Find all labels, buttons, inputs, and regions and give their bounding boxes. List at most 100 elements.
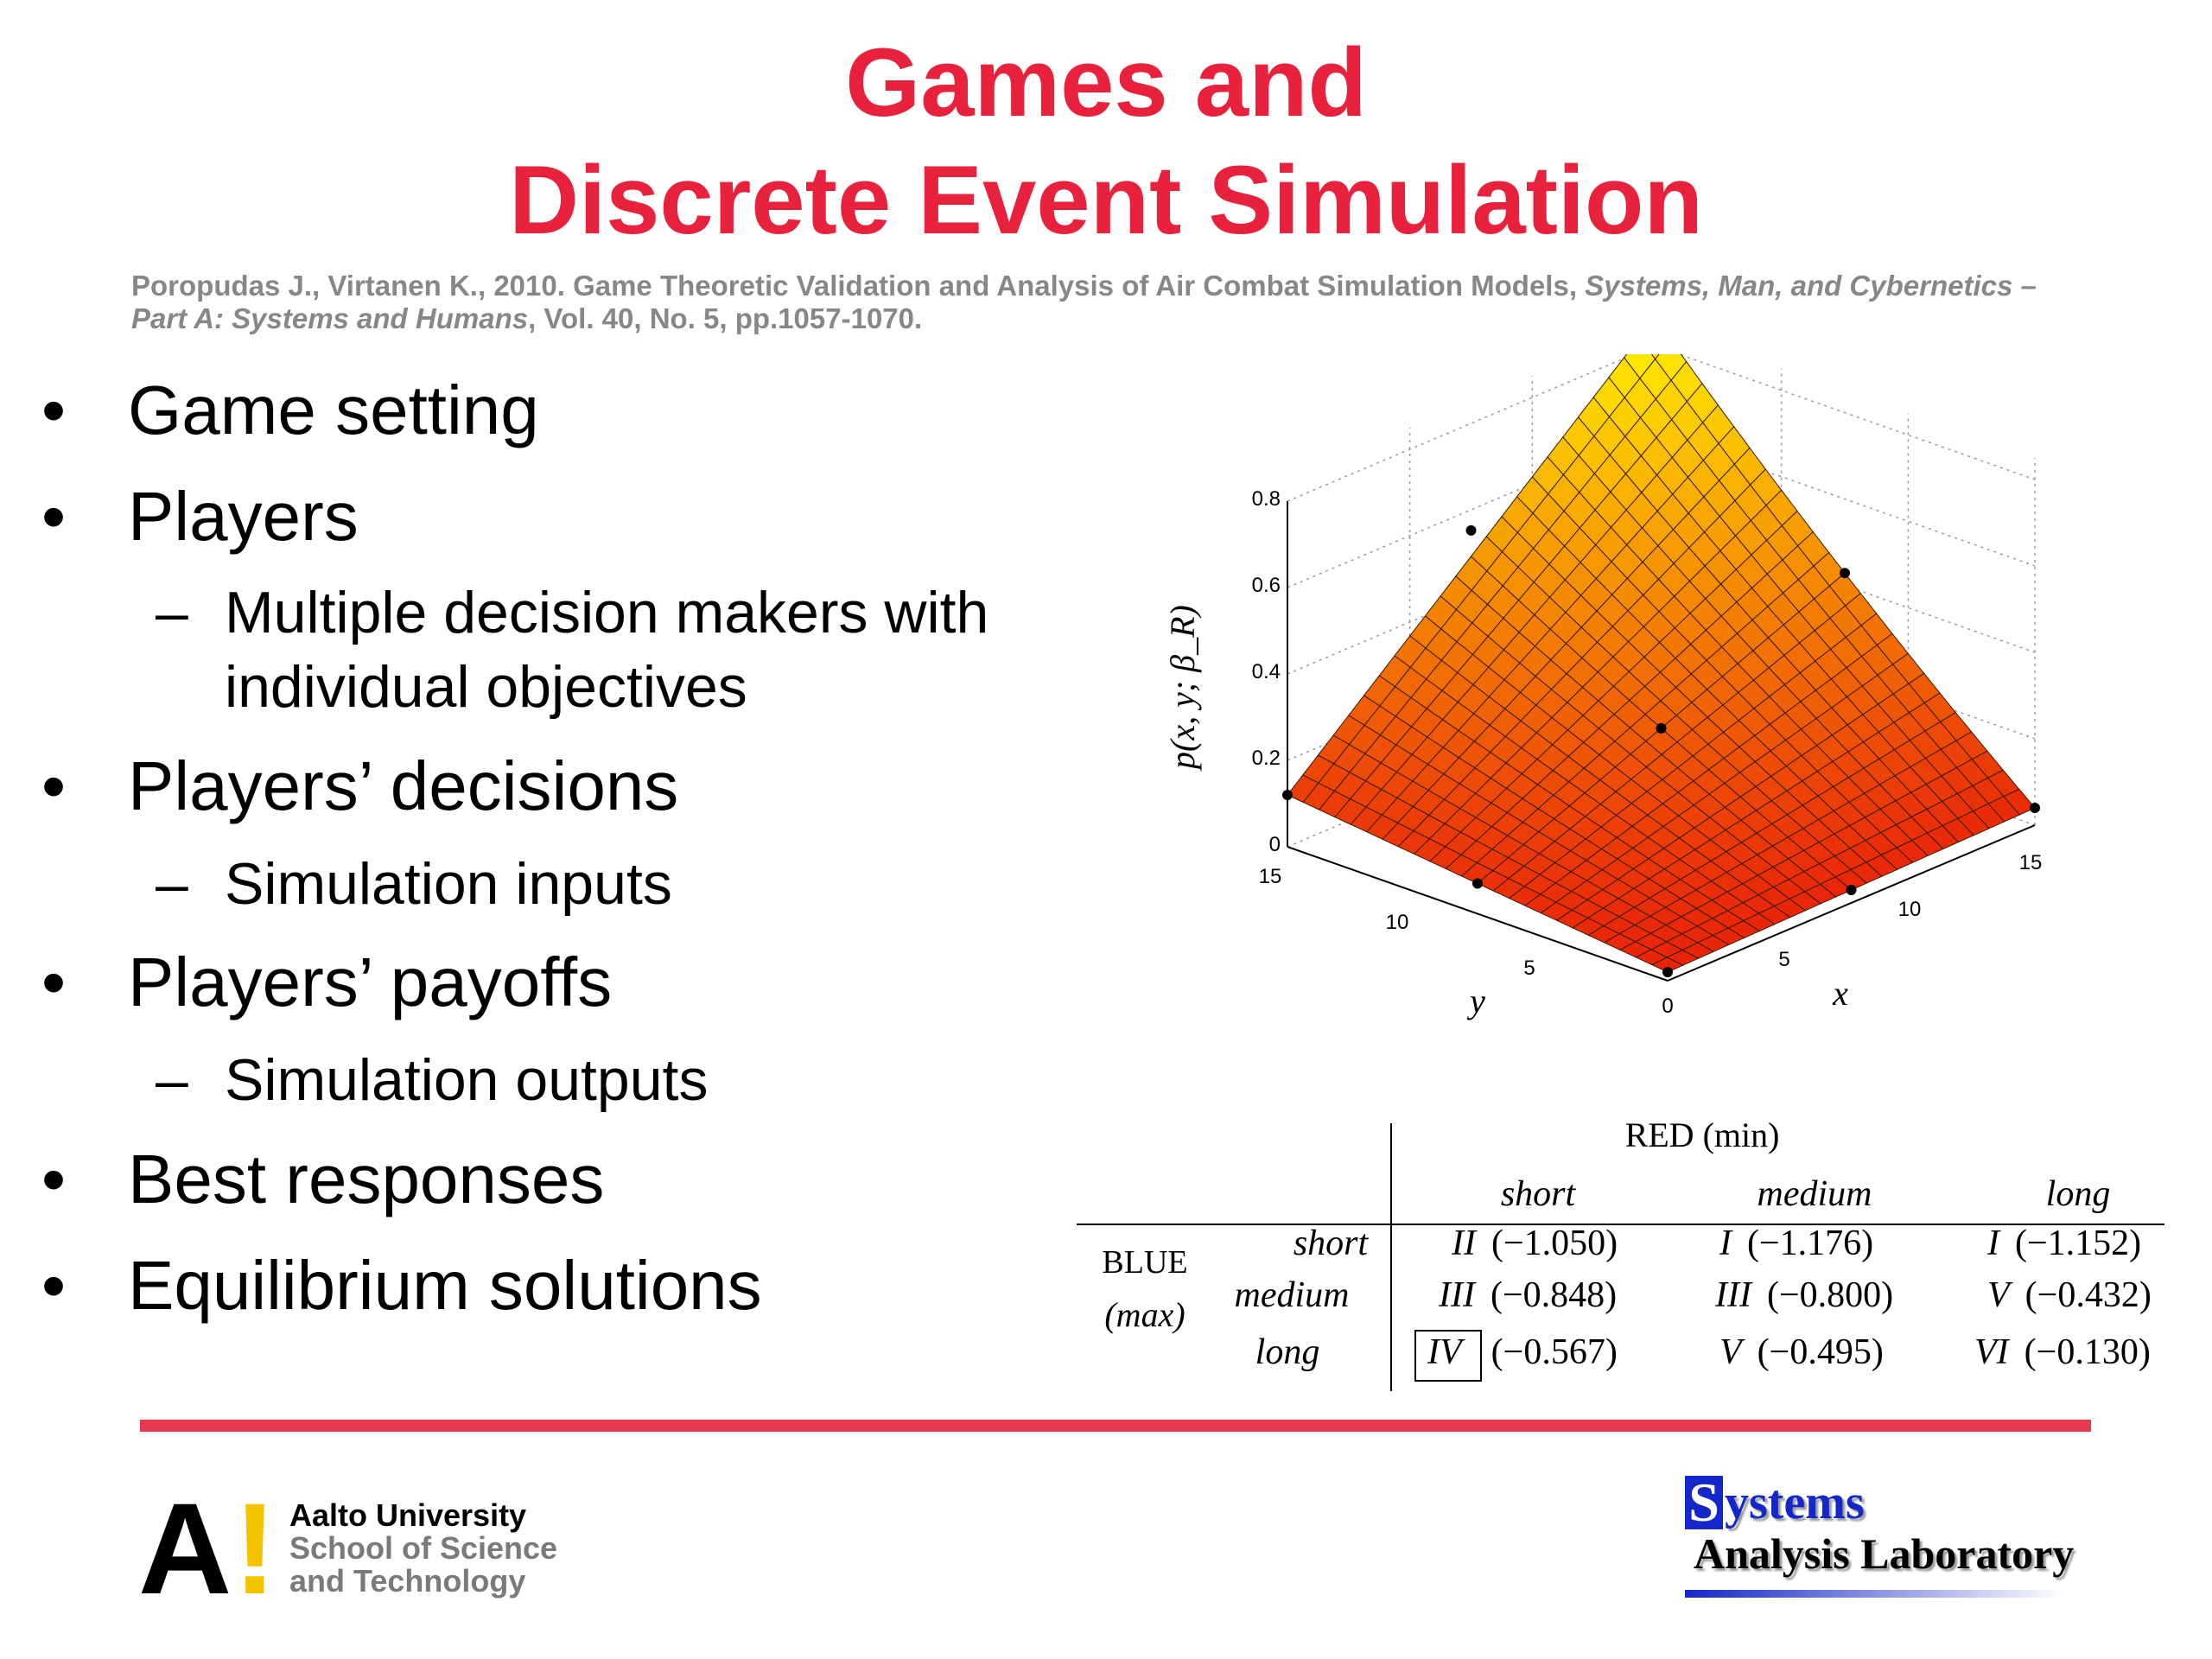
payoff-table: RED (min) short medium long BLUE (max) s… bbox=[1071, 1115, 2195, 1400]
bullet-dot: • bbox=[41, 944, 67, 1020]
slide-title: Games and Discrete Event Simulation bbox=[0, 24, 2212, 259]
bullet-dot: • bbox=[41, 1247, 67, 1324]
citation-volume: , Vol. 40, No. 5, pp.1057-1070. bbox=[528, 302, 923, 334]
y-axis-label: y bbox=[1466, 982, 1485, 1020]
boxed-cell-frame bbox=[1414, 1330, 1482, 1382]
aalto-line-1: Aalto University bbox=[289, 1497, 527, 1533]
cell-roman: I bbox=[1986, 1224, 2001, 1263]
sal-word-1: ystems bbox=[1725, 1476, 1865, 1529]
x-axis-label: x bbox=[1832, 974, 1848, 1013]
sal-underline bbox=[1685, 1590, 2065, 1598]
cell-value: (−0.432) bbox=[2025, 1275, 2152, 1315]
z-tick-label: 0.6 bbox=[1252, 574, 1281, 597]
cell-value: (−0.130) bbox=[2024, 1332, 2151, 1372]
bullet-text: Players’ payoffs bbox=[128, 944, 613, 1020]
sample-point bbox=[1465, 524, 1477, 536]
sample-point bbox=[2030, 803, 2040, 813]
row-header: medium bbox=[1235, 1275, 1350, 1315]
sub-bullet-text: Simulation inputs bbox=[225, 851, 672, 917]
citation-journal: Systems, Man, and Cybernetics – Part A: … bbox=[131, 270, 2037, 334]
cell-value: (−0.848) bbox=[1491, 1275, 1617, 1315]
table-cell: IV (−0.567) bbox=[1427, 1332, 1618, 1372]
sal-word-2: Analysis Laboratory bbox=[1694, 1529, 2075, 1578]
surface-plot: 0.8 0.6 0.4 0.2 0 15 10 5 0 5 10 15 y x … bbox=[1149, 312, 2048, 1046]
sample-point bbox=[1840, 568, 1850, 579]
table-cell: I (−1.152) bbox=[1986, 1224, 2141, 1263]
table-cell: V (−0.432) bbox=[1987, 1275, 2152, 1315]
row-header: short bbox=[1294, 1224, 1370, 1263]
origin-tick-label: 0 bbox=[1662, 995, 1673, 1018]
aalto-exclamation: ! bbox=[233, 1476, 276, 1621]
citation-authors: Poropudas J., Virtanen K., 2010. Game Th… bbox=[131, 270, 1577, 302]
table-cell: III (−0.800) bbox=[1714, 1275, 1893, 1315]
aalto-wordmark: Aalto University School of Science and T… bbox=[289, 1499, 557, 1598]
footer-divider bbox=[140, 1420, 2091, 1432]
plot-axes bbox=[1287, 501, 2036, 982]
z-tick-label: 0 bbox=[1269, 833, 1281, 856]
sample-point bbox=[1656, 722, 1667, 734]
cell-roman: V bbox=[1987, 1275, 2013, 1315]
plot-surface bbox=[1282, 312, 2040, 977]
cell-roman: III bbox=[1438, 1275, 1477, 1315]
column-header: medium bbox=[1758, 1174, 1872, 1214]
sample-point bbox=[1662, 967, 1673, 977]
aalto-line-3: and Technology bbox=[289, 1563, 526, 1599]
y-tick-label: 15 bbox=[1259, 865, 1282, 888]
y-tick-label: 10 bbox=[1386, 911, 1409, 934]
aalto-logo: A ! Aalto University School of Science a… bbox=[138, 1484, 588, 1613]
bullet-text: Players bbox=[128, 478, 359, 555]
z-tick-label: 0.4 bbox=[1252, 660, 1281, 683]
sub-bullet-dash: – bbox=[156, 580, 188, 645]
bullet-list: • Game setting • Players – Multiple deci… bbox=[0, 0, 1123, 1382]
cell-roman: V bbox=[1719, 1332, 1745, 1372]
aalto-line-2: School of Science bbox=[289, 1530, 558, 1566]
row-header: long bbox=[1255, 1332, 1320, 1372]
cell-value: (−1.152) bbox=[2015, 1224, 2141, 1263]
payoff-table-svg: RED (min) short medium long BLUE (max) s… bbox=[1077, 1116, 2164, 1391]
y-tick-label: 5 bbox=[1523, 957, 1535, 980]
cell-roman: IV bbox=[1427, 1332, 1465, 1372]
cell-roman: III bbox=[1714, 1275, 1753, 1315]
column-header: long bbox=[2046, 1174, 2111, 1214]
cell-roman: VI bbox=[1974, 1332, 2011, 1372]
red-header: RED (min) bbox=[1625, 1116, 1780, 1154]
sub-bullet-dash: – bbox=[156, 1047, 188, 1113]
surface-patch bbox=[1650, 957, 1684, 973]
sub-bullet-text: Simulation outputs bbox=[225, 1047, 709, 1113]
cell-value: (−1.176) bbox=[1747, 1224, 1873, 1263]
x-tick-label: 10 bbox=[1898, 898, 1922, 921]
surface-plot-svg: 0.8 0.6 0.4 0.2 0 15 10 5 0 5 10 15 y x … bbox=[1163, 312, 2043, 1020]
bullet-dot: • bbox=[41, 747, 67, 824]
x-tick-label: 5 bbox=[1778, 948, 1789, 971]
sample-point bbox=[1846, 885, 1857, 895]
cell-roman: II bbox=[1451, 1224, 1478, 1263]
z-axis-label: p(x, y; β_R) bbox=[1163, 605, 1202, 772]
z-tick-label: 0.8 bbox=[1252, 487, 1281, 511]
table-cell: III (−0.848) bbox=[1438, 1275, 1617, 1315]
bullet-text: Game setting bbox=[128, 372, 539, 448]
cell-value: (−0.495) bbox=[1758, 1332, 1884, 1372]
cell-roman: I bbox=[1719, 1224, 1733, 1263]
cell-value: (−0.800) bbox=[1767, 1275, 1893, 1315]
table-cell: II (−1.050) bbox=[1451, 1224, 1618, 1263]
sample-point bbox=[1472, 878, 1483, 889]
x-tick-label: 15 bbox=[2019, 851, 2043, 874]
bullet-dot: • bbox=[41, 372, 67, 448]
cell-value: (−0.567) bbox=[1491, 1332, 1618, 1372]
table-cell: VI (−0.130) bbox=[1974, 1332, 2151, 1372]
cell-value: (−1.050) bbox=[1491, 1224, 1618, 1263]
aalto-letter: A bbox=[138, 1476, 232, 1621]
z-tick-label: 0.2 bbox=[1252, 747, 1281, 770]
title-line-2: Discrete Event Simulation bbox=[509, 146, 1703, 254]
bullet-text: Equilibrium solutions bbox=[128, 1247, 762, 1324]
sub-bullet-dash: – bbox=[156, 851, 188, 917]
bullet-text: Players’ decisions bbox=[128, 747, 679, 824]
sub-bullet-text: Multiple decision makers with individual… bbox=[225, 580, 989, 720]
sal-logo: S ystems Analysis Laboratory bbox=[1685, 1469, 2082, 1607]
column-header: short bbox=[1501, 1174, 1577, 1214]
sal-initial: S bbox=[1685, 1475, 1723, 1530]
bullet-text: Best responses bbox=[128, 1141, 605, 1217]
blue-header: BLUE bbox=[1102, 1244, 1187, 1281]
bullet-dot: • bbox=[41, 478, 67, 555]
table-cell: V (−0.495) bbox=[1719, 1332, 1884, 1372]
